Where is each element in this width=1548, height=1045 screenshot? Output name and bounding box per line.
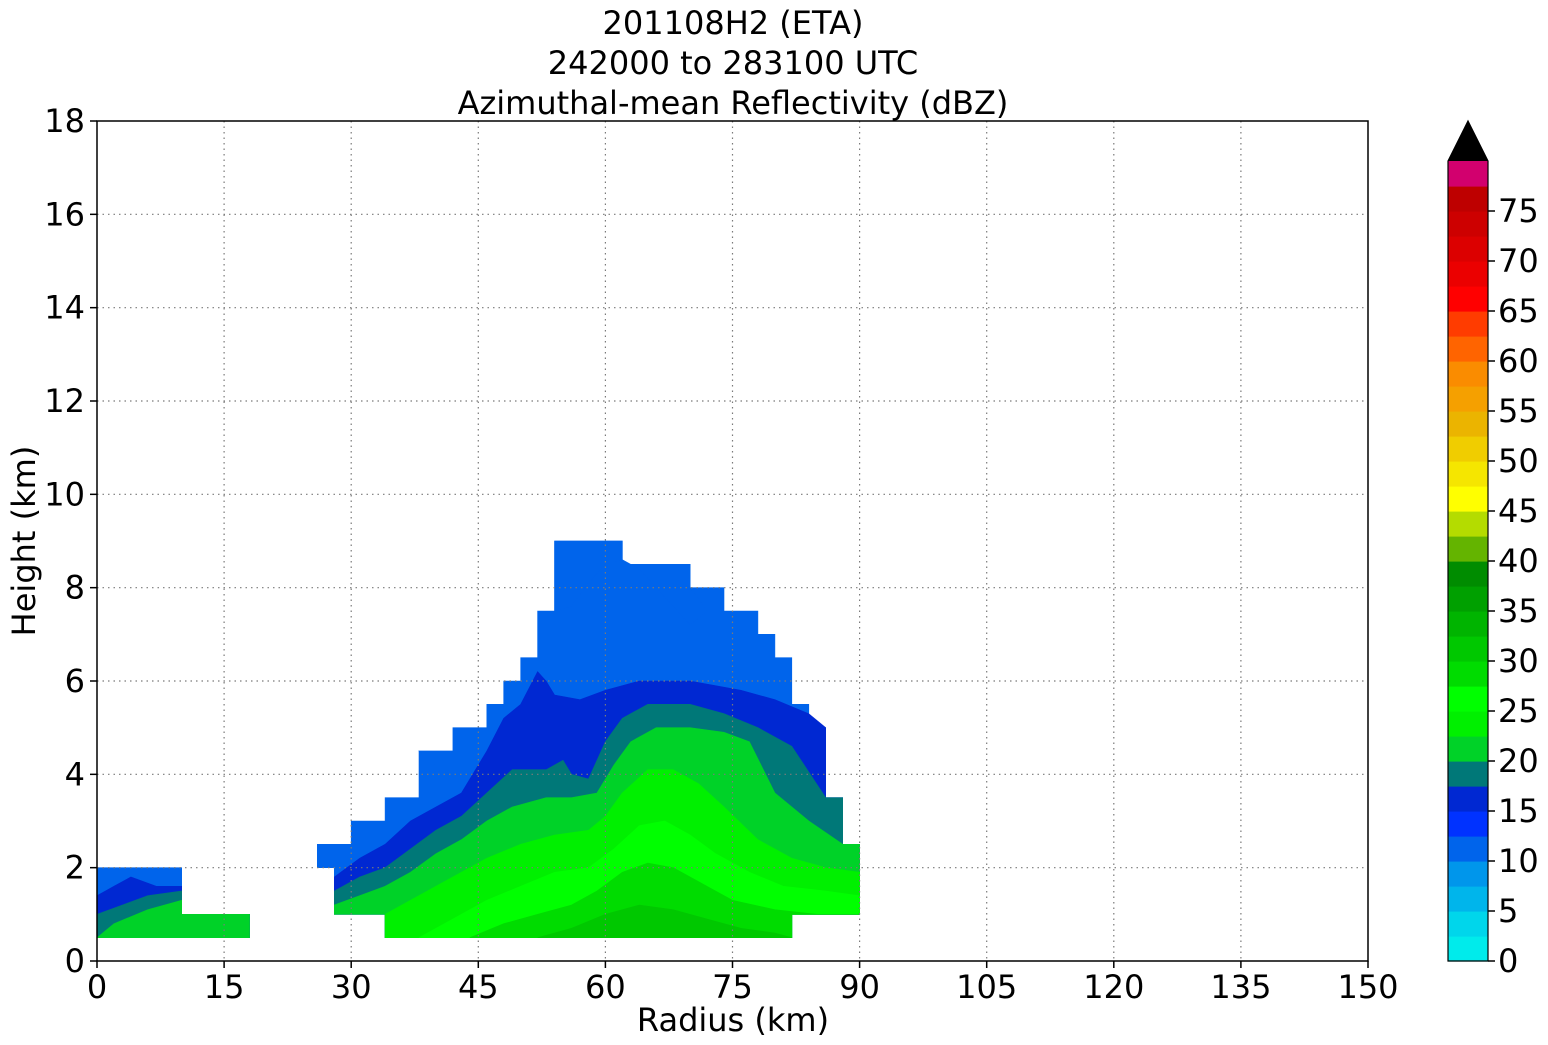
y-tick-label: 8 bbox=[65, 569, 85, 607]
colorbar-segment bbox=[1448, 886, 1488, 912]
colorbar-segment bbox=[1448, 536, 1488, 562]
title-line-3: Azimuthal-mean Reflectivity (dBZ) bbox=[458, 84, 1009, 122]
x-tick-label: 45 bbox=[458, 968, 499, 1006]
colorbar-segment bbox=[1448, 286, 1488, 312]
colorbar-segment bbox=[1448, 486, 1488, 512]
plot-area bbox=[96, 120, 1369, 962]
y-tick-label: 0 bbox=[65, 942, 85, 980]
y-tick-label: 18 bbox=[44, 102, 85, 140]
colorbar-tick-label: 55 bbox=[1498, 392, 1539, 430]
x-tick-label: 75 bbox=[712, 968, 753, 1006]
colorbar-segment bbox=[1448, 661, 1488, 687]
colorbar-tick-label: 35 bbox=[1498, 592, 1539, 630]
colorbar-segment bbox=[1448, 636, 1488, 662]
colorbar-segment bbox=[1448, 336, 1488, 362]
colorbar-segment bbox=[1448, 236, 1488, 262]
contour-region-13 bbox=[418, 750, 454, 766]
colorbar-segment bbox=[1448, 436, 1488, 462]
colorbar-segment bbox=[1448, 561, 1488, 587]
colorbar-ticks: 0 5 10 15 20 25 30 35 40 45 50 55 60 65 70 75 bbox=[1488, 192, 1539, 980]
contour-region-10 bbox=[469, 862, 860, 939]
y-axis-ticks: 0 2 4 6 8 10 12 14 16 18 bbox=[44, 102, 97, 980]
colorbar-tick-label: 15 bbox=[1498, 792, 1539, 830]
colorbar-segment bbox=[1448, 511, 1488, 537]
contour-region-3 bbox=[96, 899, 250, 939]
colorbar-segment bbox=[1448, 786, 1488, 812]
colorbar-segment bbox=[1448, 461, 1488, 487]
colorbar-segment bbox=[1448, 361, 1488, 387]
colorbar-tick-label: 45 bbox=[1498, 492, 1539, 530]
colorbar-segment bbox=[1448, 411, 1488, 437]
colorbar-segment bbox=[1448, 686, 1488, 712]
colorbar-segment bbox=[1448, 711, 1488, 737]
colorbar-tick-label: 65 bbox=[1498, 292, 1539, 330]
y-tick-label: 2 bbox=[65, 849, 85, 887]
y-tick-label: 14 bbox=[44, 289, 85, 327]
x-axis-ticks: 0 15 30 45 60 75 90 105 120 135 150 bbox=[87, 961, 1399, 1006]
colorbar-tick-label: 75 bbox=[1498, 192, 1539, 230]
colorbar-segment bbox=[1448, 211, 1488, 237]
colorbar-tick-label: 25 bbox=[1498, 692, 1539, 730]
colorbar-tick-label: 70 bbox=[1498, 242, 1539, 280]
colorbar-segment bbox=[1448, 611, 1488, 637]
y-tick-label: 16 bbox=[44, 195, 85, 233]
y-tick-label: 6 bbox=[65, 662, 85, 700]
colorbar-segment bbox=[1448, 261, 1488, 287]
colorbar bbox=[1447, 119, 1489, 962]
colorbar-segment bbox=[1448, 386, 1488, 412]
x-tick-label: 120 bbox=[1083, 968, 1144, 1006]
x-tick-label: 0 bbox=[87, 968, 107, 1006]
colorbar-segment bbox=[1448, 311, 1488, 337]
y-axis-label: Height (km) bbox=[5, 446, 43, 637]
colorbar-tick-label: 0 bbox=[1498, 942, 1518, 980]
title-line-1: 201108H2 (ETA) bbox=[603, 4, 864, 42]
colorbar-segment bbox=[1448, 736, 1488, 762]
reflectivity-contours bbox=[96, 540, 860, 939]
colorbar-segment bbox=[1448, 836, 1488, 862]
colorbar-segment bbox=[1448, 161, 1488, 187]
title-line-2: 242000 to 283100 UTC bbox=[548, 44, 918, 82]
colorbar-segment bbox=[1448, 911, 1488, 937]
x-tick-label: 30 bbox=[331, 968, 372, 1006]
colorbar-outline bbox=[1447, 119, 1489, 962]
colorbar-segment bbox=[1448, 811, 1488, 837]
colorbar-segment bbox=[1448, 186, 1488, 212]
chart-title: 201108H2 (ETA) 242000 to 283100 UTC Azim… bbox=[458, 4, 1009, 122]
y-tick-label: 4 bbox=[65, 755, 85, 793]
colorbar-segment bbox=[1448, 586, 1488, 612]
colorbar-tick-label: 30 bbox=[1498, 642, 1539, 680]
colorbar-tick-label: 20 bbox=[1498, 742, 1539, 780]
colorbar-segment bbox=[1448, 761, 1488, 787]
grid-lines bbox=[97, 121, 1368, 961]
contour-region-12 bbox=[554, 540, 708, 626]
colorbar-tick-label: 40 bbox=[1498, 542, 1539, 580]
x-tick-label: 150 bbox=[1337, 968, 1398, 1006]
x-axis-label: Radius (km) bbox=[637, 1001, 829, 1039]
colorbar-tick-label: 50 bbox=[1498, 442, 1539, 480]
y-tick-label: 10 bbox=[44, 475, 85, 513]
x-tick-label: 60 bbox=[585, 968, 626, 1006]
colorbar-segment bbox=[1448, 936, 1488, 962]
x-tick-label: 15 bbox=[204, 968, 245, 1006]
colorbar-tick-label: 10 bbox=[1498, 842, 1539, 880]
colorbar-tick-label: 5 bbox=[1498, 892, 1518, 930]
colorbar-extend-arrow bbox=[1448, 121, 1488, 161]
x-tick-label: 135 bbox=[1210, 968, 1271, 1006]
colorbar-segment bbox=[1448, 861, 1488, 887]
x-tick-label: 90 bbox=[839, 968, 880, 1006]
contour-region-11 bbox=[537, 904, 792, 939]
colorbar-tick-label: 60 bbox=[1498, 342, 1539, 380]
x-tick-label: 105 bbox=[956, 968, 1017, 1006]
y-tick-label: 12 bbox=[44, 382, 85, 420]
